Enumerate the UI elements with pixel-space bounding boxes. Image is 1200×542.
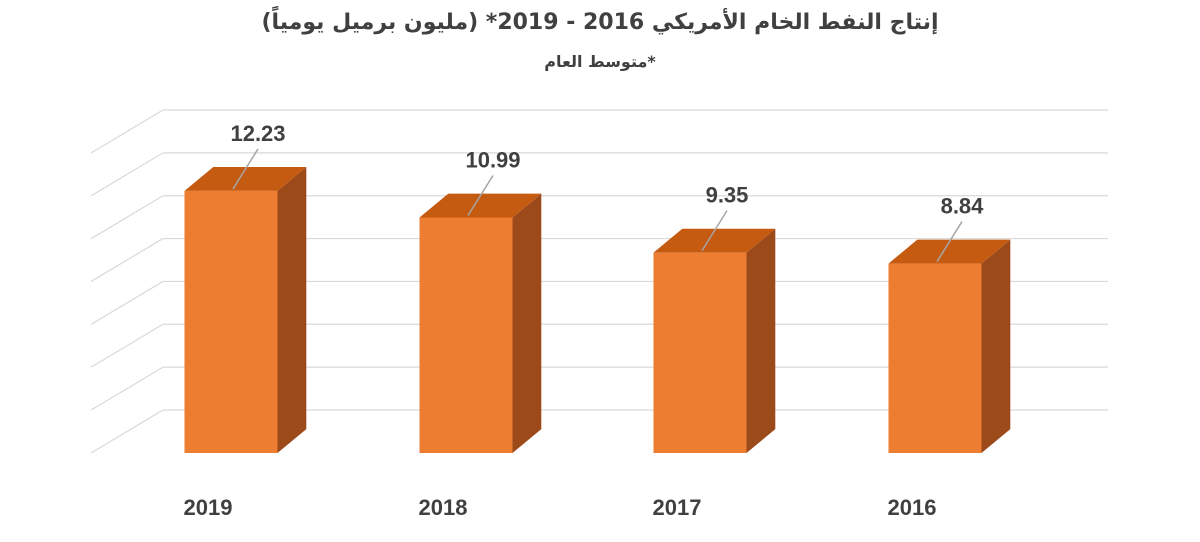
- data-label: 12.23: [230, 121, 285, 146]
- bar-front: [419, 217, 513, 453]
- bar-front: [653, 252, 747, 453]
- bars: [184, 167, 1011, 454]
- x-tick-label: 2017: [653, 495, 702, 520]
- bar-side: [746, 228, 776, 453]
- x-tick-label: 2019: [184, 495, 233, 520]
- x-tick-labels: 2019 2018 2017 2016: [184, 495, 937, 520]
- bar-top: [888, 239, 1011, 264]
- data-labels: 12.23 10.99 9.35 8.84: [230, 121, 984, 262]
- bar: [888, 239, 1011, 453]
- gridline-side: [90, 366, 164, 411]
- gridline-side: [90, 152, 164, 197]
- bar-side: [277, 167, 307, 454]
- data-label-leader: [467, 175, 494, 216]
- data-label-leader: [701, 210, 728, 252]
- data-label: 8.84: [941, 194, 985, 219]
- x-tick-label: 2018: [419, 495, 468, 520]
- data-label: 10.99: [465, 148, 520, 173]
- bar-top: [419, 193, 542, 218]
- gridline-side: [90, 238, 164, 283]
- gridline-side: [90, 323, 164, 368]
- data-label-leader: [232, 148, 259, 190]
- bar-side: [981, 239, 1011, 453]
- bar-top: [184, 167, 307, 191]
- bar: [184, 167, 307, 454]
- x-tick-label: 2016: [888, 495, 937, 520]
- bar-top: [653, 228, 776, 253]
- gridline-side: [90, 280, 164, 325]
- gridline-side: [90, 195, 164, 240]
- gridline-side: [90, 409, 164, 454]
- bar: [419, 193, 542, 453]
- bar-front: [184, 190, 278, 453]
- data-label-leader: [936, 221, 963, 262]
- bar: [653, 228, 776, 453]
- chart-subtitle: *متوسط العام: [544, 52, 656, 71]
- bar-front: [888, 263, 982, 453]
- bar-side: [512, 193, 542, 453]
- chart-title: إنتاج النفط الخام الأمريكي 2016 - 2019* …: [261, 10, 939, 35]
- gridline-side: [90, 109, 164, 154]
- data-label: 9.35: [706, 183, 749, 208]
